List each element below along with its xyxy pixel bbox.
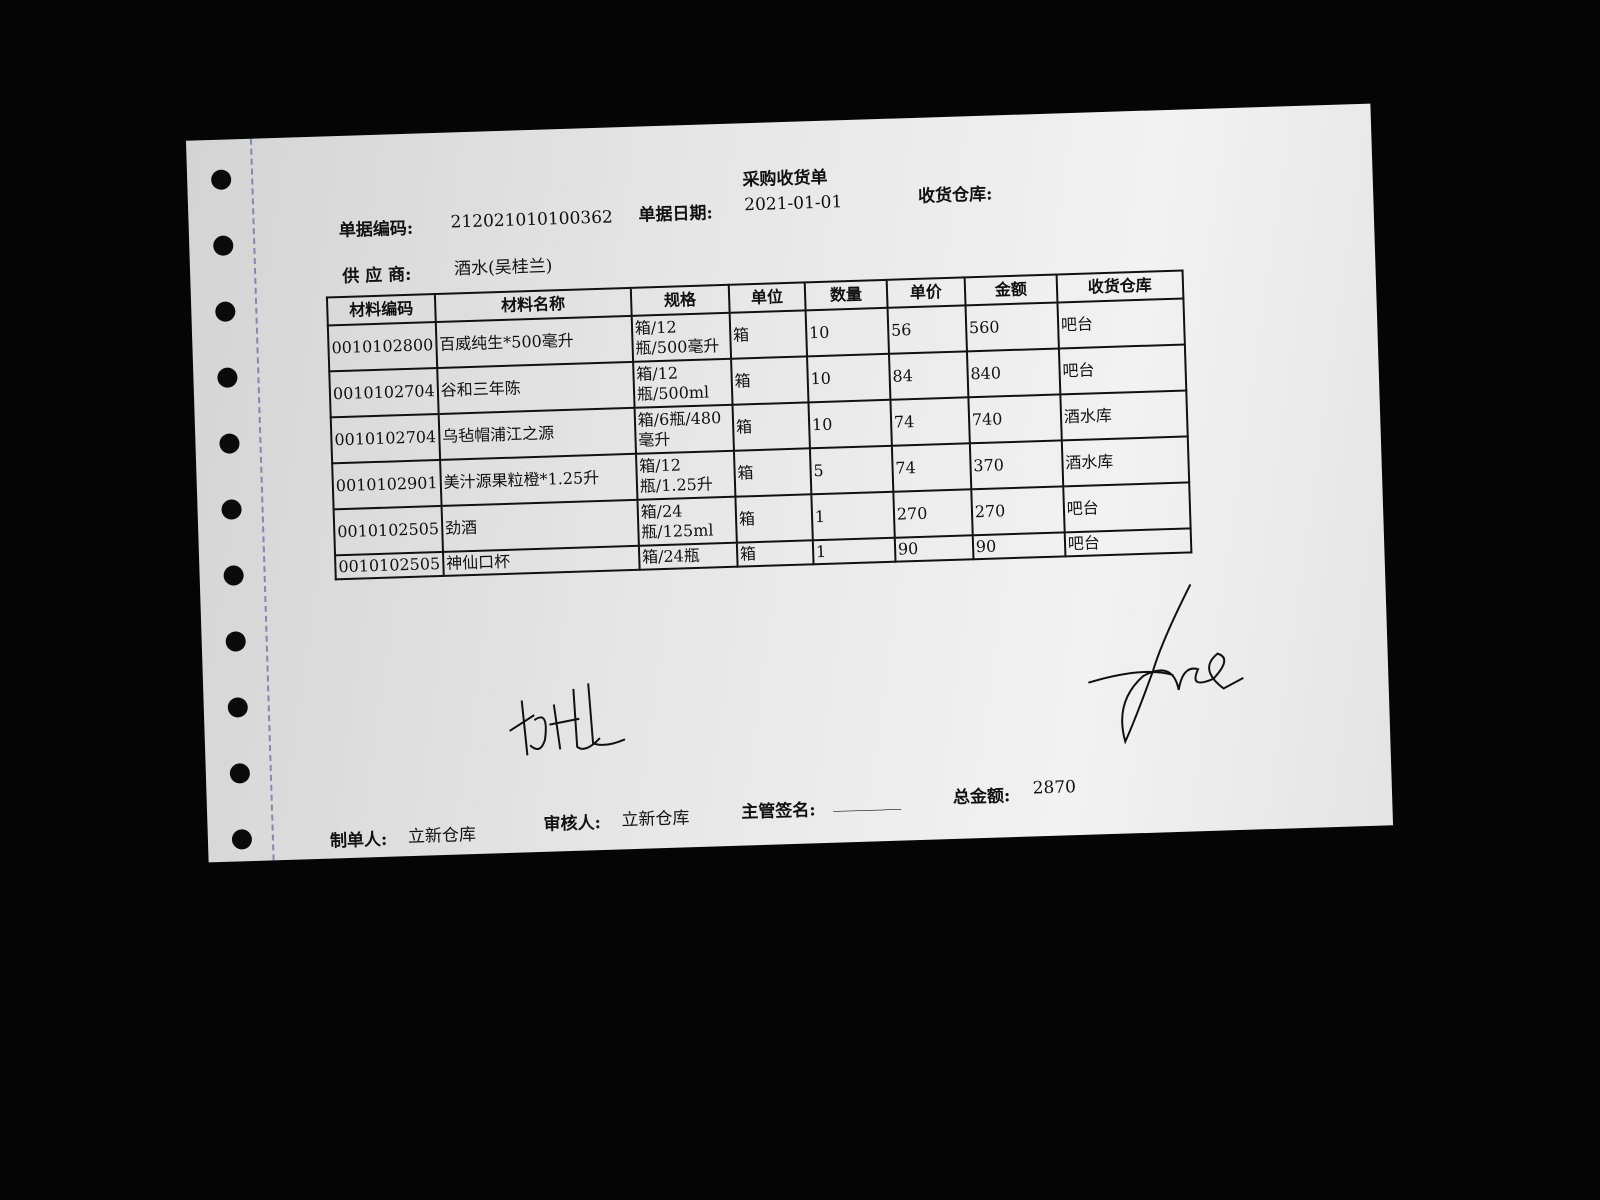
cell-code: 0010102704 (329, 368, 439, 418)
reviewer: 立新仓库 (621, 808, 690, 831)
punch-hole (217, 367, 238, 388)
cell-name: 谷和三年陈 (437, 361, 635, 414)
doc-no: 212021010100362 (450, 207, 614, 233)
cell-warehouse: 吧台 (1063, 482, 1191, 533)
cell-warehouse: 酒水库 (1060, 390, 1188, 441)
maker-signature (509, 683, 626, 756)
cell-unit: 箱 (735, 494, 813, 543)
cell-code: 0010102505 (333, 505, 443, 556)
cell-qty: 1 (812, 537, 896, 565)
cell-amount: 90 (972, 532, 1066, 560)
punch-hole (219, 433, 240, 454)
supervisor-blank: ________ (832, 790, 902, 813)
cell-name: 美汁源果粒橙*1.25升 (439, 453, 638, 506)
cell-unit: 箱 (733, 448, 812, 497)
cell-warehouse: 吧台 (1057, 298, 1185, 349)
reviewer-label: 审核人: (543, 813, 602, 835)
header-unit: 单位 (728, 282, 806, 313)
document-title: 采购收货单 (742, 167, 828, 191)
punch-hole (215, 301, 236, 322)
cell-qty: 5 (809, 445, 894, 495)
cell-qty: 1 (811, 491, 895, 541)
cell-price: 74 (891, 443, 972, 492)
header-qty: 数量 (804, 279, 888, 311)
punch-hole (221, 499, 242, 520)
items-table: 材料编码 材料名称 规格 单位 数量 单价 金额 收货仓库 0010102800… (326, 270, 1192, 581)
punch-hole (210, 169, 232, 191)
date-label: 单据日期: (638, 203, 714, 226)
cell-qty: 10 (806, 353, 891, 403)
punch-hole (223, 565, 244, 586)
cell-name: 百威纯生*500毫升 (435, 315, 633, 369)
cell-price: 270 (893, 489, 973, 538)
cell-code: 0010102901 (332, 459, 442, 510)
header-amount: 金额 (964, 274, 1058, 306)
punch-hole (231, 829, 253, 850)
cell-code: 0010102704 (330, 413, 440, 464)
cell-qty: 10 (808, 399, 892, 449)
supplier-label: 供 应 商: (341, 264, 412, 287)
cell-name: 神仙口杯 (442, 545, 640, 576)
maker-label: 制单人: (329, 829, 388, 852)
cell-name: 劲酒 (441, 499, 639, 552)
cell-spec: 箱/6瓶/480毫升 (634, 404, 734, 454)
header-code: 材料编码 (326, 294, 436, 326)
total-amount: 2870 (1032, 777, 1077, 799)
cell-warehouse: 吧台 (1058, 344, 1187, 395)
warehouse-label: 收货仓库: (917, 184, 993, 207)
date: 2021-01-01 (743, 192, 843, 216)
cell-spec: 箱/12瓶/500毫升 (631, 312, 731, 362)
cell-price: 74 (890, 397, 970, 446)
receipt-paper: 采购收货单 单据编码: 212021010100362 单据日期: 2021-0… (185, 103, 1394, 863)
perforation-line (249, 138, 275, 861)
cell-code: 0010102800 (327, 322, 438, 372)
header-price: 单价 (886, 277, 966, 308)
header-warehouse: 收货仓库 (1056, 270, 1184, 303)
cell-amount: 740 (968, 394, 1062, 444)
cell-unit: 箱 (729, 310, 807, 359)
cell-unit: 箱 (736, 540, 814, 567)
cell-amount: 840 (966, 348, 1061, 398)
punch-hole (212, 235, 234, 256)
punch-hole (229, 763, 251, 784)
cell-code: 0010102505 (335, 551, 444, 580)
cell-spec: 箱/24瓶/125ml (637, 496, 737, 546)
cell-spec: 箱/12瓶/1.25升 (635, 450, 736, 500)
doc-no-label: 单据编码: (338, 218, 414, 242)
punch-hole (225, 631, 247, 652)
header-spec: 规格 (630, 284, 730, 316)
cell-unit: 箱 (732, 402, 810, 451)
cell-price: 90 (894, 535, 974, 562)
cell-price: 56 (887, 305, 967, 354)
cell-warehouse: 酒水库 (1061, 436, 1189, 487)
cell-spec: 箱/24瓶 (638, 542, 738, 570)
cell-name: 乌毡帽浦江之源 (438, 407, 636, 460)
supervisor-signature (1088, 584, 1244, 745)
punch-hole (227, 697, 249, 718)
cell-spec: 箱/12瓶/500ml (632, 358, 733, 408)
maker: 立新仓库 (407, 825, 477, 848)
cell-amount: 560 (965, 302, 1059, 352)
cell-qty: 10 (805, 307, 889, 357)
cell-warehouse: 吧台 (1064, 528, 1192, 557)
cell-unit: 箱 (730, 356, 809, 405)
supervisor-label: 主管签名: (741, 800, 816, 823)
cell-amount: 370 (969, 440, 1064, 490)
supplier: 酒水(吴桂兰) (453, 256, 553, 280)
cell-price: 84 (888, 351, 969, 400)
total-label: 总金额: (952, 786, 1011, 809)
cell-amount: 270 (971, 486, 1065, 536)
